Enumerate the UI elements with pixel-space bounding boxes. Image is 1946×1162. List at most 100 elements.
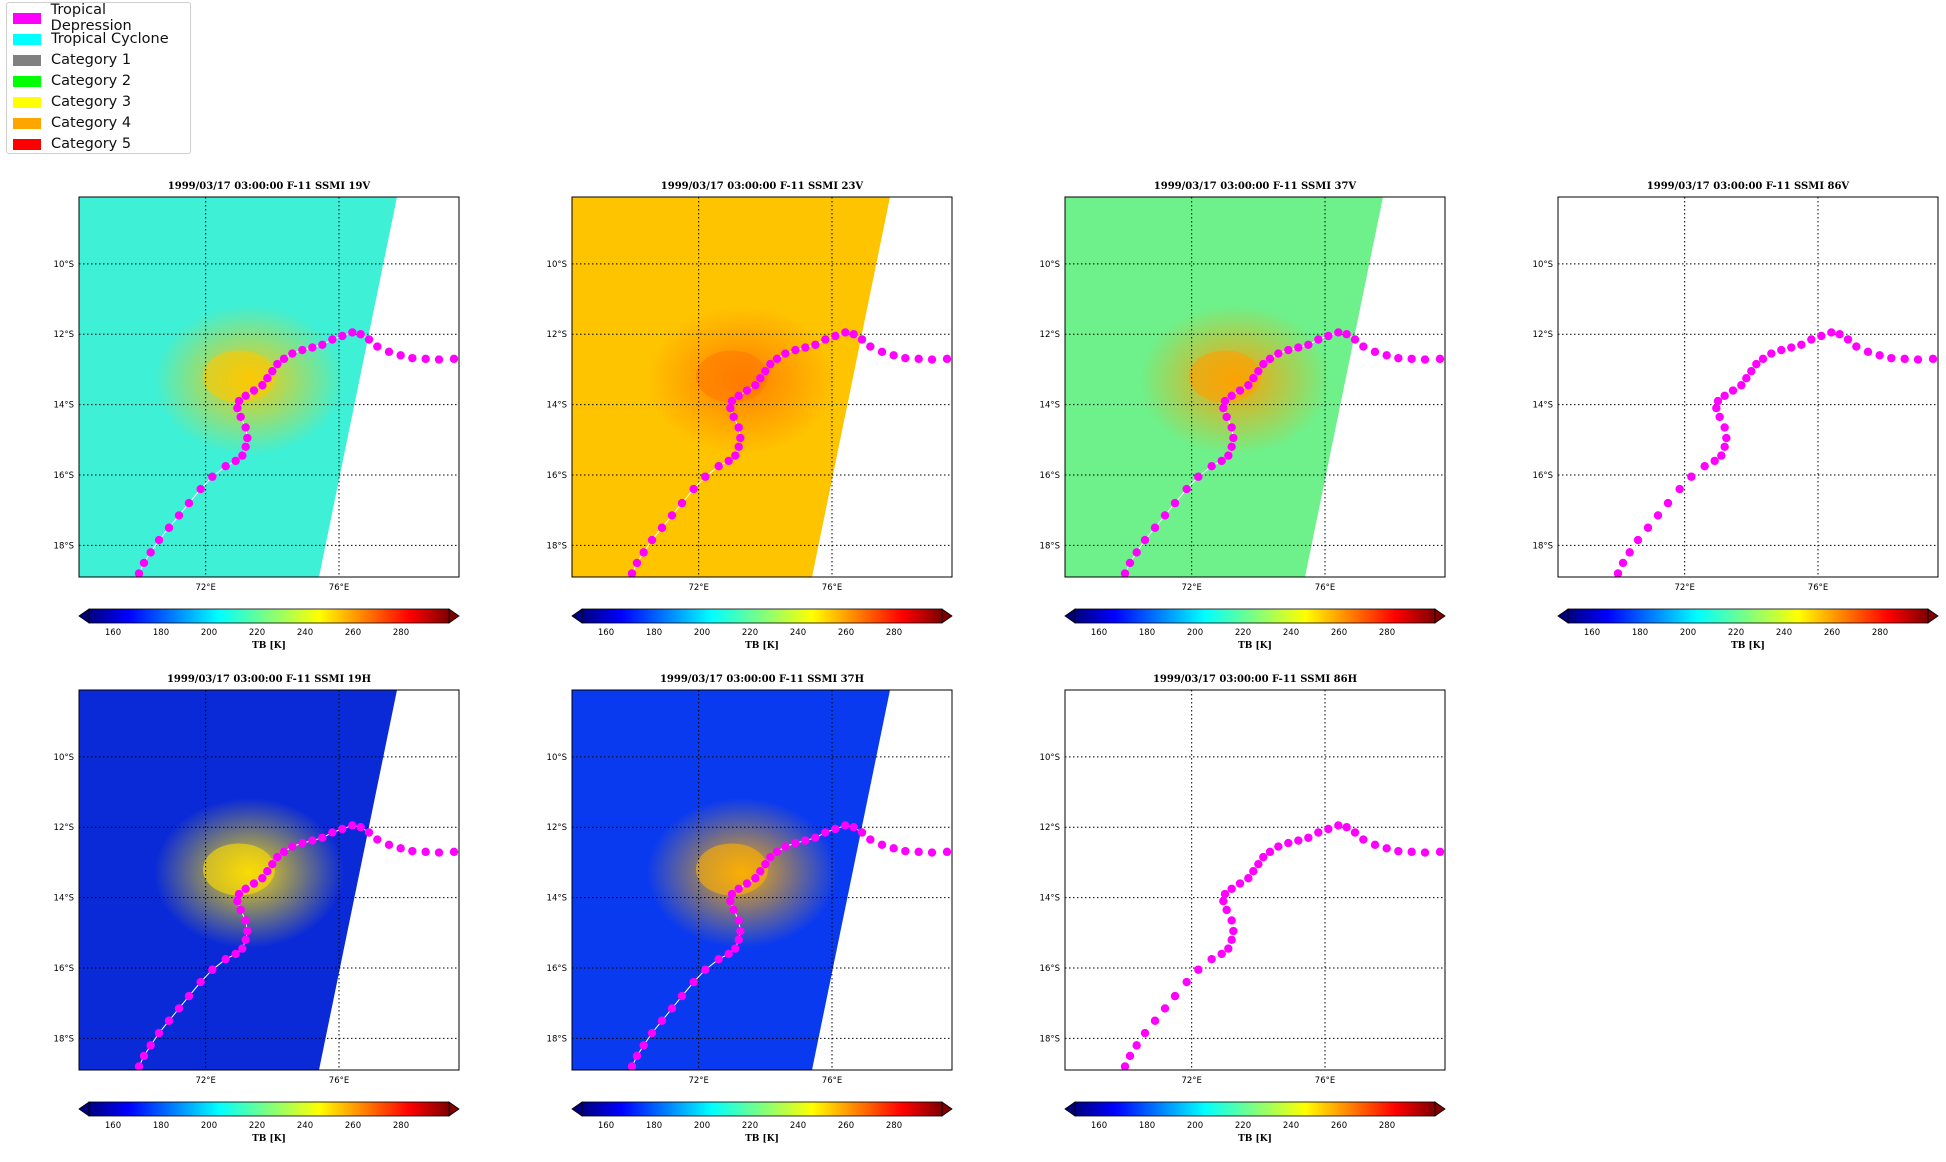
track-point (408, 846, 417, 856)
legend: Tropical Depression Tropical Cyclone Categ… (6, 2, 191, 154)
track-point (1254, 366, 1263, 376)
track-point (727, 889, 737, 899)
track-point (1350, 828, 1360, 837)
track-point (1767, 349, 1776, 358)
lat-tick-label: 10°S (54, 260, 74, 270)
colorbar-tick-label: 220 (1235, 628, 1251, 638)
track-point (1219, 896, 1228, 906)
lat-tick-label: 16°S (547, 964, 567, 974)
track-point (736, 926, 745, 936)
panel-title: 1999/03/17 03:00:00 F-11 SSMI 37V (1154, 181, 1357, 192)
map-frame (1064, 196, 1446, 578)
track-point (184, 991, 194, 1001)
track-point (1324, 331, 1333, 341)
track-point (241, 916, 250, 925)
track-point (1863, 347, 1873, 357)
track-point (1728, 386, 1738, 395)
track-point (348, 821, 357, 830)
panel-title: 1999/03/17 03:00:00 F-11 SSMI 23V (661, 181, 864, 192)
track-point (1359, 342, 1368, 351)
track-point (1747, 366, 1756, 376)
legend-entry: Category 1 (13, 50, 131, 70)
legend-entry: Category 5 (13, 134, 131, 154)
track-point (781, 842, 790, 851)
track-point (831, 331, 840, 341)
lat-tick-label: 16°S (1040, 964, 1060, 974)
track-point (338, 331, 347, 341)
track-point (1633, 535, 1643, 545)
track-point (154, 535, 164, 545)
legend-entry: Category 2 (13, 71, 131, 91)
colorbar: 160 180 200 220 240 260 280 TB [K] (1064, 1101, 1446, 1144)
track-point (1235, 386, 1245, 395)
track-point (1274, 842, 1283, 851)
track-point (234, 889, 244, 899)
colorbar-max-arrow (941, 608, 953, 624)
track-point (1342, 330, 1351, 339)
colorbar-max-arrow (1434, 1101, 1446, 1117)
lat-tick-label: 14°S (547, 401, 567, 411)
track-point (1852, 342, 1861, 351)
track-point (811, 833, 820, 842)
track-point (208, 472, 217, 481)
track-point (1700, 461, 1709, 471)
colorbar-label: TB [K] (745, 1134, 779, 1144)
lat-tick-label: 14°S (54, 401, 74, 411)
track-point (677, 498, 687, 508)
track-point (1710, 456, 1719, 466)
track-point (866, 835, 875, 844)
track-point (1284, 345, 1293, 355)
track-point (236, 905, 245, 915)
colorbar-tick-label: 240 (297, 1121, 313, 1131)
track-point (877, 840, 887, 850)
track-point (263, 374, 272, 383)
track-point (724, 949, 733, 959)
lat-tick-label: 10°S (1040, 753, 1060, 763)
track-point (734, 442, 743, 452)
colorbar-min-arrow (78, 1101, 90, 1117)
track-point (1407, 847, 1416, 857)
track-point (724, 456, 733, 466)
track-point (1643, 523, 1653, 532)
track-point (756, 867, 765, 876)
track-point (268, 366, 277, 376)
track-point (1350, 335, 1360, 344)
track-point (801, 836, 810, 845)
track-point (742, 879, 752, 888)
track-point (667, 1004, 677, 1013)
track-point (841, 328, 850, 337)
track-point (1132, 548, 1141, 557)
track-point (364, 335, 374, 344)
track-point (396, 844, 405, 853)
track-point (373, 835, 382, 844)
colorbar-tick-label: 240 (297, 628, 313, 638)
track-point (348, 328, 357, 337)
legend-entry: Category 3 (13, 92, 131, 112)
lon-tick-label: 72°E (688, 1076, 708, 1086)
track-point (338, 824, 347, 834)
track-point (734, 884, 743, 893)
track-point (1314, 335, 1323, 344)
track-point (273, 359, 282, 369)
track-point (279, 847, 289, 857)
lat-tick-label: 10°S (547, 753, 567, 763)
track-point (1294, 836, 1303, 845)
track-point (258, 874, 267, 883)
track-point (154, 1028, 164, 1038)
track-point (701, 472, 710, 481)
track-point (249, 386, 259, 395)
track-point (164, 1016, 174, 1025)
lat-tick-label: 16°S (1533, 471, 1553, 481)
track-point (841, 821, 850, 830)
colorbar-tick-label: 260 (838, 1121, 854, 1131)
lon-tick-label: 72°E (1181, 1076, 1201, 1086)
track-point (1265, 354, 1275, 364)
lon-tick-label: 72°E (195, 583, 215, 593)
colorbar-tick-label: 240 (1776, 628, 1792, 638)
colorbar-tick-label: 280 (1379, 1121, 1395, 1131)
lat-tick-label: 12°S (547, 823, 567, 833)
track-point (328, 828, 337, 837)
legend-label: Tropical Cyclone (51, 31, 169, 47)
track-point (233, 403, 242, 413)
track-point (1217, 456, 1226, 466)
